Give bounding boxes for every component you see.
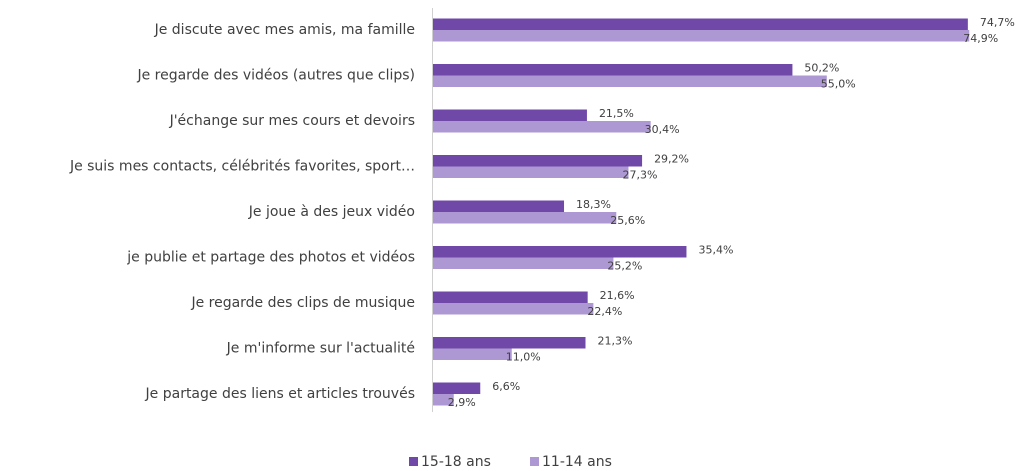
bar [433, 382, 481, 394]
value-label: 22,4% [587, 305, 622, 318]
bar [433, 394, 454, 406]
legend-swatch [530, 457, 539, 466]
bar [433, 155, 643, 167]
value-label: 25,2% [607, 260, 642, 273]
value-label: 29,2% [654, 153, 689, 166]
value-label: 21,5% [599, 107, 634, 120]
value-label: 18,3% [576, 198, 611, 211]
bar [433, 348, 512, 360]
bar [433, 291, 588, 303]
bar [433, 121, 651, 133]
bar [433, 109, 587, 121]
value-label: 74,7% [980, 16, 1015, 29]
legend-label: 11-14 ans [542, 454, 612, 470]
value-label: 6,6% [492, 380, 520, 393]
bar [433, 337, 586, 349]
value-label: 21,3% [598, 335, 633, 348]
category-label: J'échange sur mes cours et devoirs [169, 113, 415, 129]
value-label: 55,0% [821, 78, 856, 91]
value-label: 35,4% [698, 244, 733, 257]
category-label: Je regarde des vidéos (autres que clips) [136, 68, 415, 84]
bar [433, 166, 629, 178]
value-label: 27,3% [622, 169, 657, 182]
category-label: Je joue à des jeux vidéo [248, 204, 415, 220]
category-label: Je discute avec mes amis, ma famille [154, 22, 415, 38]
legend-swatch [409, 457, 418, 466]
category-label: Je partage des liens et articles trouvés [145, 386, 415, 402]
value-label: 11,0% [506, 351, 541, 364]
value-label: 30,4% [645, 123, 680, 136]
value-label: 50,2% [804, 62, 839, 75]
value-label: 21,6% [600, 289, 635, 302]
bar [433, 257, 614, 269]
value-label: 2,9% [448, 396, 476, 409]
bar [433, 212, 617, 224]
bar [433, 200, 565, 212]
value-label: 74,9% [963, 32, 998, 45]
bar [433, 246, 687, 258]
value-label: 25,6% [610, 214, 645, 227]
category-label: Je m'informe sur l'actualité [226, 341, 415, 357]
bar [433, 64, 793, 76]
bar [433, 30, 970, 42]
legend-label: 15-18 ans [421, 454, 491, 470]
category-label: Je suis mes contacts, célébrités favorit… [69, 159, 415, 175]
category-label: Je regarde des clips de musique [190, 295, 415, 311]
bar [433, 303, 594, 315]
category-label: je publie et partage des photos et vidéo… [126, 250, 415, 266]
bar [433, 75, 827, 87]
bar [433, 18, 968, 30]
